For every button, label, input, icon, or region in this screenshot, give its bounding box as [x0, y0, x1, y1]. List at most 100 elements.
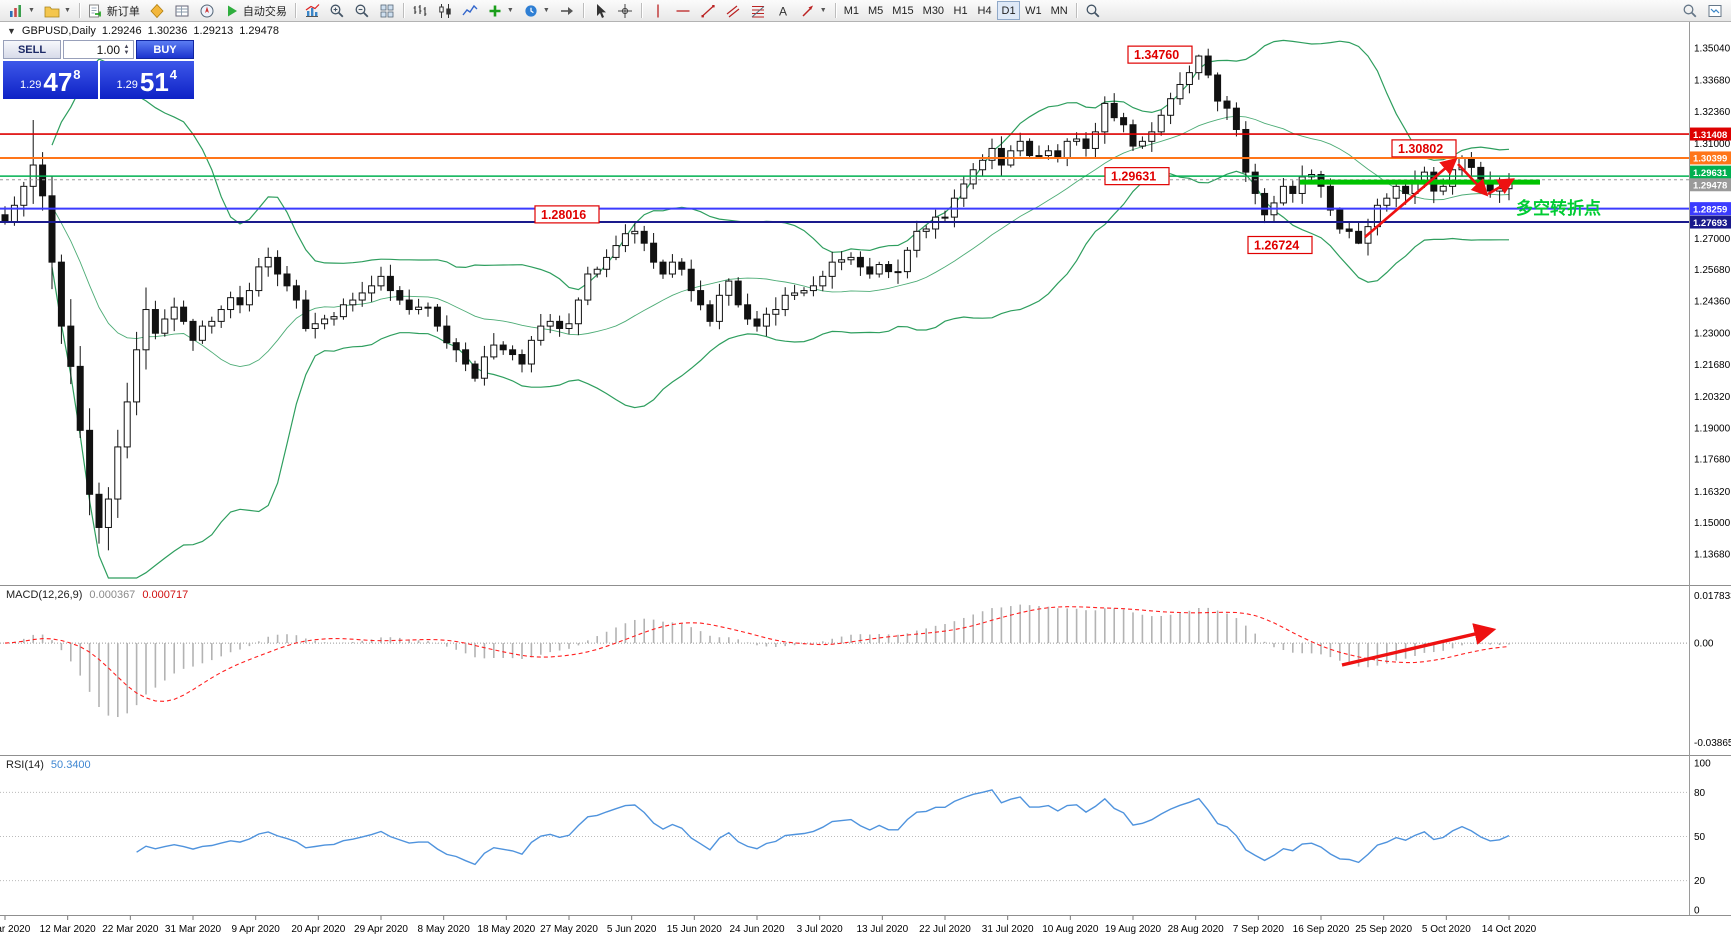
date-axis[interactable]: 2 Mar 2020 12 Mar 2020 22 Mar 2020 31 Mar 2…: [0, 915, 1731, 945]
timeframe-h1-button[interactable]: H1: [949, 1, 972, 20]
collapse-icon[interactable]: ▼: [7, 26, 16, 36]
vertical-line-button[interactable]: [646, 1, 670, 20]
macd-signal-line: [4, 606, 1510, 702]
bollinger-bands: [51, 39, 1510, 579]
sell-price-button[interactable]: 1.29 47 8: [3, 61, 98, 99]
green-plus-icon: [487, 3, 503, 19]
timeframe-h4-button[interactable]: H4: [973, 1, 996, 20]
svg-text:1.21680: 1.21680: [1694, 360, 1731, 371]
ohlc-bars-icon: [412, 3, 428, 19]
svg-text:0.00: 0.00: [1694, 639, 1714, 650]
sell-button[interactable]: SELL: [3, 40, 61, 59]
new-order-button[interactable]: 新订单: [84, 1, 144, 20]
rsi-panel[interactable]: 100 80 50 20 0: [0, 755, 1731, 915]
horizontal-line-button[interactable]: [671, 1, 695, 20]
toolbar-separator: [640, 3, 642, 18]
chart-list-icon: [1707, 3, 1723, 19]
timeframe-m5-button[interactable]: M5: [864, 1, 887, 20]
text-icon: A: [775, 3, 791, 19]
navigator-icon: [199, 3, 215, 19]
autotrading-button[interactable]: 自动交易: [220, 1, 291, 20]
trendline-button[interactable]: [696, 1, 720, 20]
candlestick-style-button[interactable]: [433, 1, 457, 20]
quick-zoom-button[interactable]: [1678, 1, 1702, 20]
chart-list-button[interactable]: [1703, 1, 1727, 20]
lot-size-field[interactable]: 1.00 ▲ ▼: [63, 40, 134, 59]
horizontal-levels: [0, 133, 1689, 224]
chevron-down-icon: ▼: [506, 7, 514, 14]
timeframe-m30-button[interactable]: M30: [919, 1, 948, 20]
svg-text:A: A: [779, 4, 787, 18]
svg-text:0.017833: 0.017833: [1694, 591, 1731, 602]
note-text: 多空转折点: [1516, 198, 1601, 218]
svg-text:1.25680: 1.25680: [1694, 265, 1731, 276]
zoom-in-icon: [329, 3, 345, 19]
new-chart-button[interactable]: ▼: [4, 1, 39, 20]
line-chart-style-button[interactable]: [458, 1, 482, 20]
buy-price-button[interactable]: 1.29 51 4: [99, 61, 194, 99]
svg-text:1.35040: 1.35040: [1694, 44, 1731, 55]
svg-text:22 Mar 2020: 22 Mar 2020: [102, 924, 159, 935]
svg-text:31 Mar 2020: 31 Mar 2020: [165, 924, 222, 935]
svg-text:5 Jun 2020: 5 Jun 2020: [607, 924, 657, 935]
profiles-button[interactable]: ▼: [40, 1, 75, 20]
buy-button[interactable]: BUY: [136, 40, 194, 59]
macd-panel[interactable]: 0.017833 0.00 -0.038659: [0, 585, 1731, 755]
sell-price-pip: 8: [73, 67, 81, 82]
cursor-icon: [592, 3, 608, 19]
svg-text:8 May 2020: 8 May 2020: [418, 924, 471, 935]
toolbar: ▼ ▼ 新订单 自动交易 ▼ ▼ A ▼ M1 M5 M15 M30 H1 H4 D1 W1 M…: [0, 0, 1731, 22]
svg-text:1.29478: 1.29478: [1693, 181, 1727, 192]
cursor-button[interactable]: [588, 1, 612, 20]
buy-price-pip: 4: [169, 67, 178, 82]
timeframe-mn-button[interactable]: MN: [1047, 1, 1072, 20]
zoom-in-button[interactable]: [325, 1, 349, 20]
channel-button[interactable]: [721, 1, 745, 20]
symbol-search-button[interactable]: [1081, 1, 1105, 20]
text-label-button[interactable]: A: [771, 1, 795, 20]
svg-text:20 Apr 2020: 20 Apr 2020: [291, 924, 345, 935]
crosshair-button[interactable]: [613, 1, 637, 20]
macd-value-signal: 0.000717: [142, 589, 189, 601]
navigator-button[interactable]: [195, 1, 219, 20]
chevron-down-icon: ▼: [28, 7, 35, 14]
symbol-period-label: GBPUSD,Daily: [21, 25, 96, 37]
timeframe-w1-button[interactable]: W1: [1021, 1, 1046, 20]
svg-text:-0.038659: -0.038659: [1694, 738, 1731, 749]
chevron-down-icon: ▼: [63, 7, 71, 14]
svg-text:1.32360: 1.32360: [1694, 107, 1731, 118]
svg-text:13 Jul 2020: 13 Jul 2020: [856, 924, 908, 935]
price-chart[interactable]: 1.34760 1.30802 1.29631 1.28016 1.26724 多空转折点…: [0, 22, 1731, 585]
tile-windows-button[interactable]: [375, 1, 399, 20]
lot-decrease-button[interactable]: ▼: [123, 49, 130, 56]
sell-price-prefix: 1.29: [19, 79, 42, 91]
timeframe-d1-button[interactable]: D1: [997, 1, 1021, 20]
auto-scroll-button[interactable]: [555, 1, 579, 20]
periods-dropdown-button[interactable]: ▼: [519, 1, 554, 20]
vertical-line-icon: [650, 3, 666, 19]
svg-text:22 Jul 2020: 22 Jul 2020: [919, 924, 971, 935]
timeframe-m1-button[interactable]: M1: [840, 1, 863, 20]
arrows-dropdown-button[interactable]: ▼: [796, 1, 831, 20]
timeframe-m15-button[interactable]: M15: [888, 1, 917, 20]
market-watch-button[interactable]: [145, 1, 169, 20]
svg-text:80: 80: [1694, 788, 1706, 799]
add-indicator-button[interactable]: ▼: [483, 1, 518, 20]
svg-text:1.28016: 1.28016: [541, 208, 586, 222]
buy-price-big: 51: [139, 67, 169, 97]
macd-header: MACD(12,26,9) 0.000367 0.000717: [6, 589, 188, 601]
data-window-button[interactable]: [170, 1, 194, 20]
new-chart-icon: [8, 3, 24, 19]
lot-increase-button[interactable]: ▲: [123, 43, 130, 50]
line-chart-icon: [462, 3, 478, 19]
toolbar-separator: [834, 3, 836, 18]
toolbar-separator: [294, 3, 296, 18]
autotrading-label: 自动交易: [242, 5, 287, 18]
one-click-trading-panel: SELL 1.00 ▲ ▼ BUY 1.29 47 8 1.29 51 4: [3, 40, 194, 99]
fibonacci-button[interactable]: [746, 1, 770, 20]
rsi-header: RSI(14) 50.3400: [6, 759, 91, 771]
bar-chart-style-button[interactable]: [408, 1, 432, 20]
indicators-list-button[interactable]: [300, 1, 324, 20]
zoom-out-button[interactable]: [350, 1, 374, 20]
new-order-icon: [88, 3, 104, 19]
